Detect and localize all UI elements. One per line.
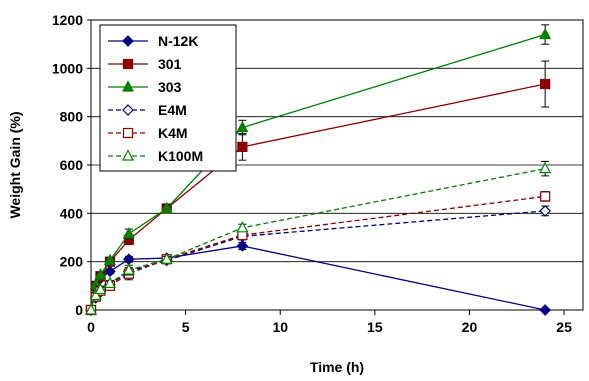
x-tick-label: 0 (87, 319, 95, 335)
x-tick-label: 10 (272, 319, 288, 335)
data-point (237, 141, 248, 152)
y-axis-label: Weight Gain (%) (7, 111, 23, 218)
data-point (236, 240, 249, 252)
data-point (539, 27, 552, 40)
data-point (540, 78, 551, 90)
legend-label: 303 (158, 79, 182, 95)
legend-label: 301 (158, 56, 182, 72)
data-point (89, 288, 102, 301)
data-point (122, 227, 135, 239)
series-line (90, 195, 546, 311)
y-tick-label: 1200 (52, 12, 83, 28)
data-point (236, 120, 249, 133)
legend-label: K100M (158, 148, 203, 164)
legend-item: E4M (108, 102, 187, 118)
legend-box (99, 24, 237, 172)
data-point (94, 282, 107, 295)
data-point (85, 303, 97, 315)
x-tick-label: 20 (462, 319, 478, 335)
data-point (539, 205, 552, 217)
data-point (104, 265, 116, 278)
x-tick-label: 15 (367, 319, 383, 335)
legend: N-12K 301 303 E4M K4M K100M (99, 24, 237, 172)
y-tick-label: 1000 (52, 60, 83, 76)
legend-marker (122, 127, 134, 139)
legend-marker (122, 149, 134, 161)
tick-labels: 0 200 400 600 800 1000 1200 0 5 10 15 20 25 (52, 12, 572, 335)
data-point (160, 201, 173, 214)
data-point (103, 253, 116, 266)
axes (87, 19, 584, 315)
legend-marker (122, 35, 134, 47)
y-tick-label: 800 (60, 109, 84, 125)
legend-item: K100M (108, 148, 203, 164)
data-point (539, 304, 552, 316)
series-layer (85, 24, 552, 316)
data-point (94, 268, 107, 280)
series-k100m (85, 160, 552, 315)
legend-label: K4M (158, 125, 188, 141)
legend-item: K4M (108, 125, 188, 141)
data-point (540, 191, 551, 202)
y-tick-label: 200 (60, 254, 84, 270)
y-tick-label: 400 (60, 205, 84, 221)
x-tick-label: 25 (556, 319, 572, 335)
legend-marker (122, 58, 134, 70)
legend-item: N-12K (108, 33, 198, 49)
x-axis-label: Time (h) (310, 359, 364, 375)
plot-border (90, 19, 584, 311)
legend-marker (122, 104, 134, 116)
data-point (160, 252, 173, 264)
legend-marker (122, 80, 134, 92)
series-line (90, 210, 546, 311)
legend-label: N-12K (158, 33, 198, 49)
legend-item: 303 (108, 79, 182, 95)
y-tick-label: 600 (60, 157, 84, 173)
y-tick-label: 0 (75, 302, 83, 318)
data-point (236, 221, 249, 233)
data-point (122, 263, 135, 275)
legend-item: 301 (108, 56, 182, 72)
legend-label: E4M (158, 102, 187, 118)
data-point (103, 276, 116, 289)
x-tick-label: 5 (182, 319, 190, 335)
data-point (539, 161, 552, 174)
